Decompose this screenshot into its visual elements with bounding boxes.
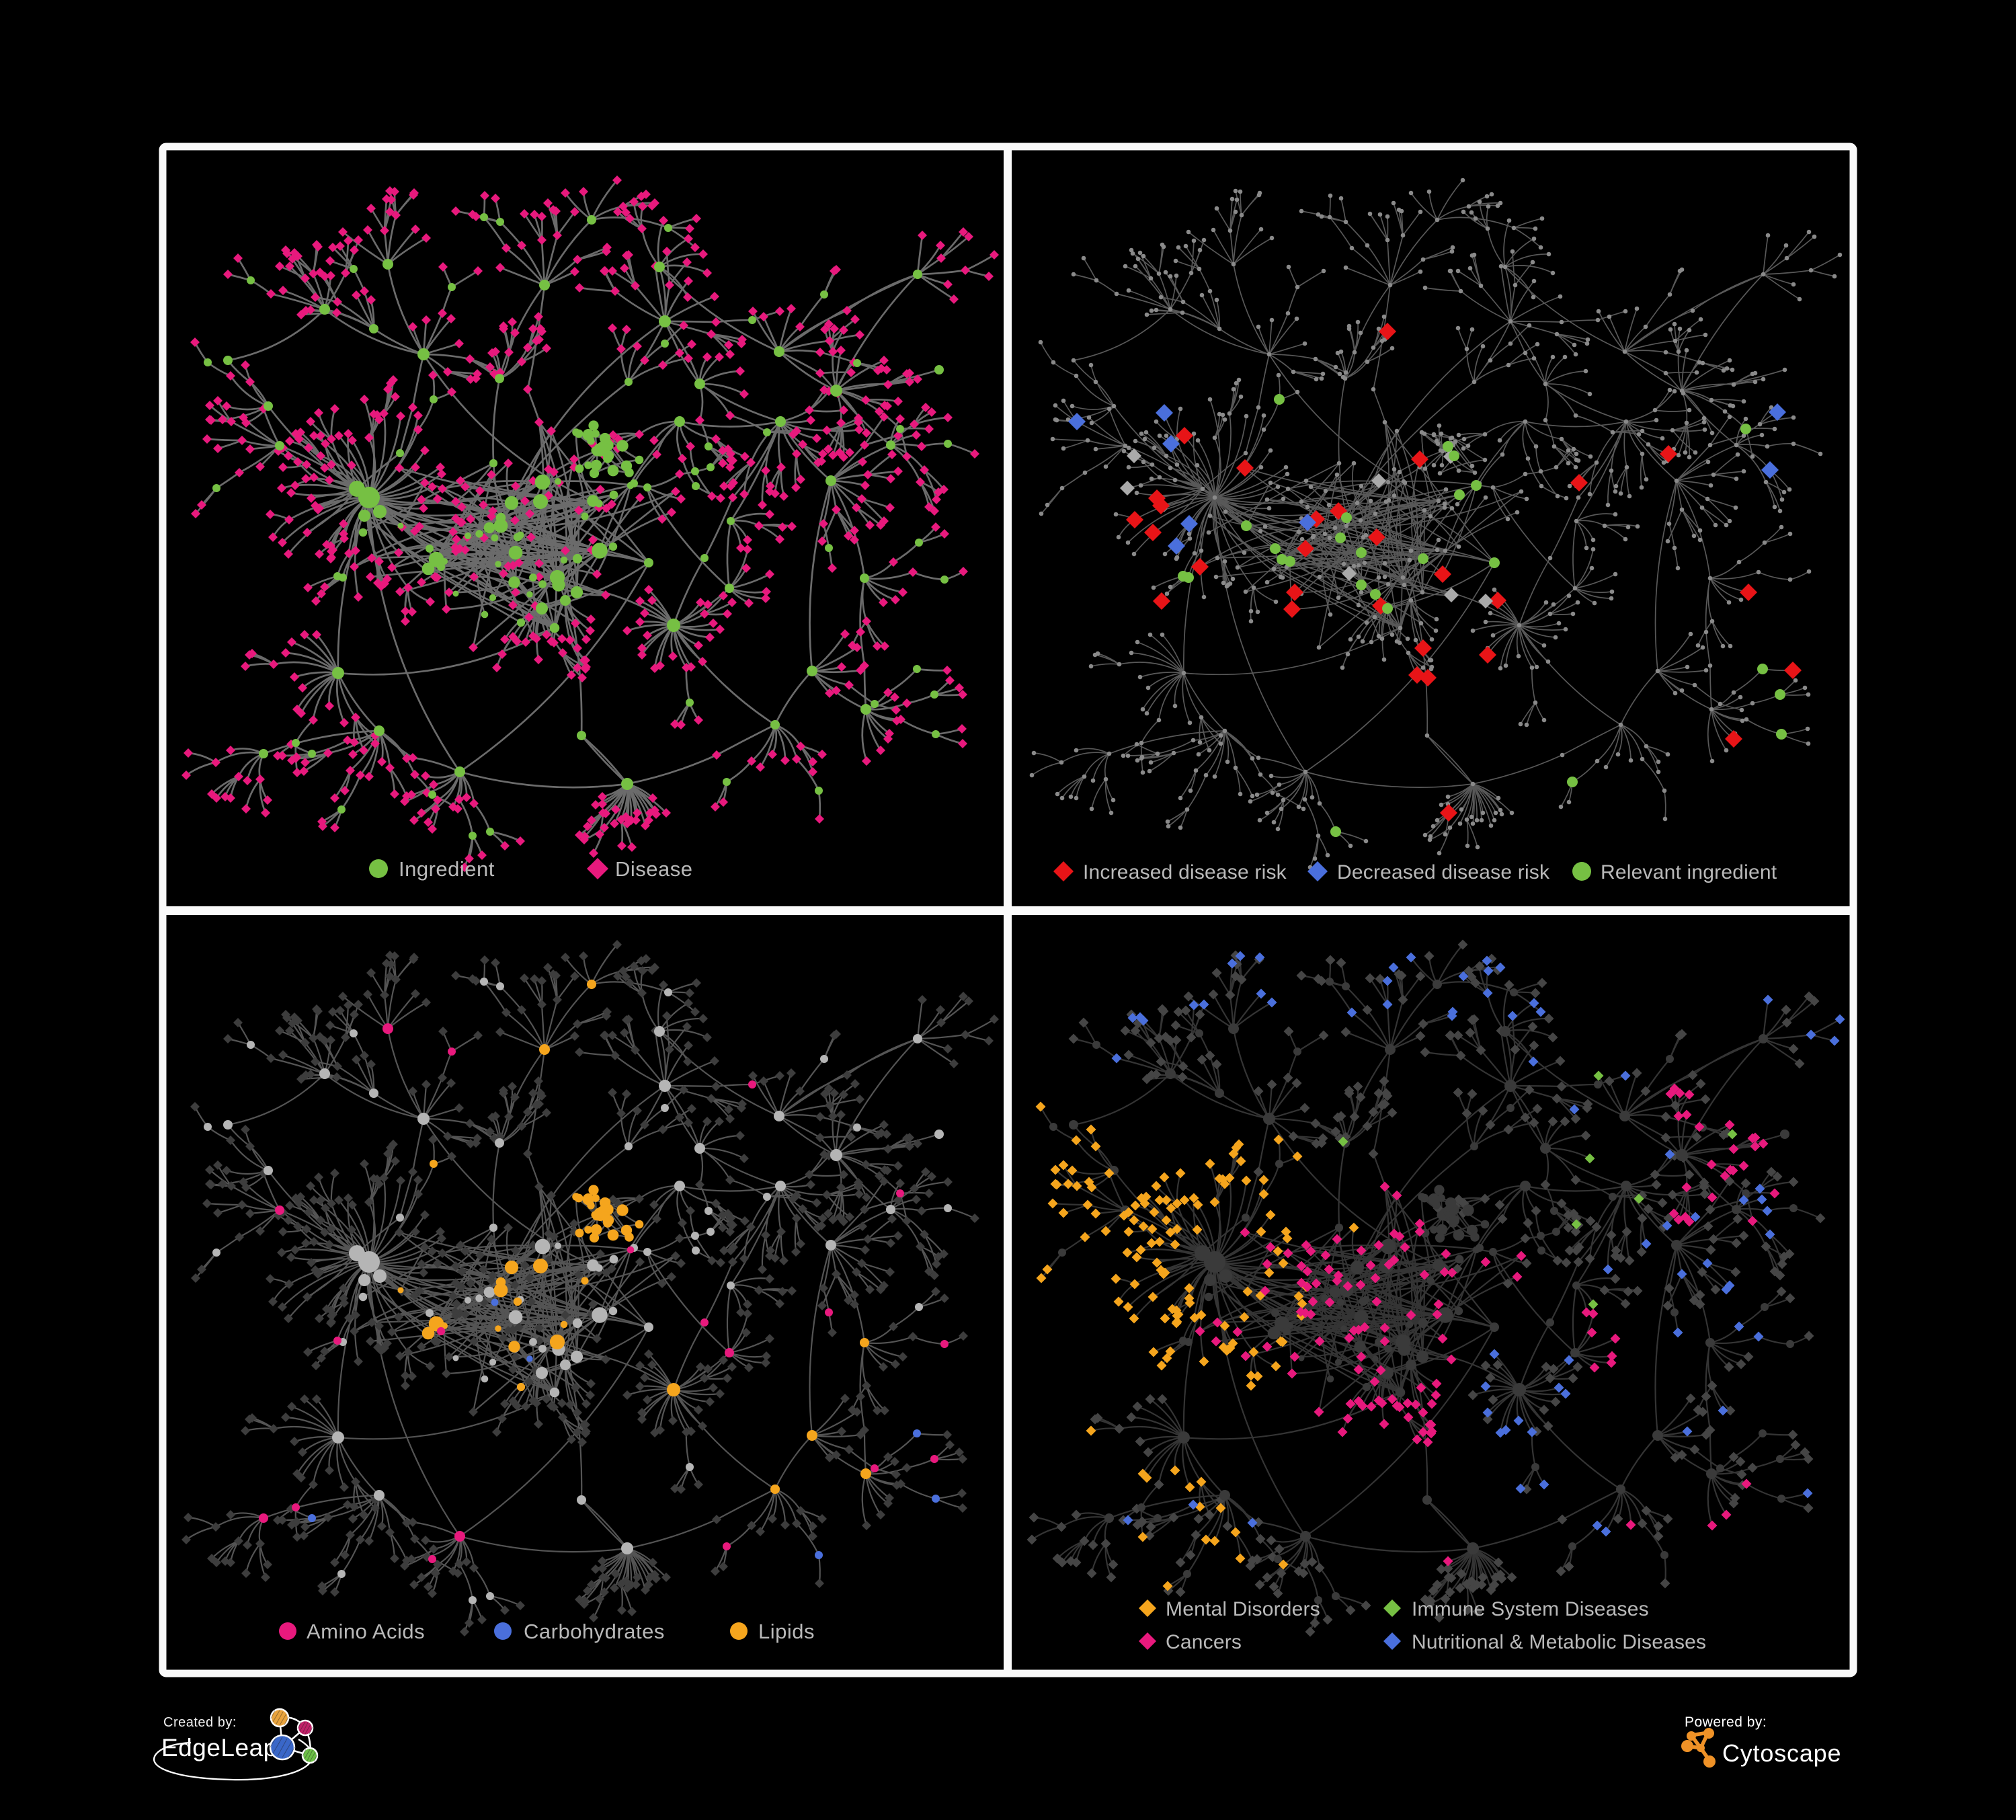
svg-text:Mental Disorders: Mental Disorders: [1166, 1598, 1320, 1620]
svg-text:Immune System Diseases: Immune System Diseases: [1412, 1598, 1649, 1620]
svg-text:Lipids: Lipids: [758, 1620, 815, 1643]
svg-text:Disease: Disease: [615, 857, 693, 881]
svg-text:Ingredient: Ingredient: [399, 857, 495, 881]
svg-text:Amino Acids: Amino Acids: [307, 1620, 425, 1643]
svg-text:Powered by:: Powered by:: [1685, 1714, 1767, 1730]
svg-text:Increased disease risk: Increased disease risk: [1083, 861, 1287, 883]
svg-text:Carbohydrates: Carbohydrates: [524, 1620, 665, 1643]
svg-text:EdgeLeap: EdgeLeap: [161, 1734, 278, 1762]
svg-text:Decreased disease risk: Decreased disease risk: [1337, 861, 1550, 883]
svg-text:Cytoscape: Cytoscape: [1722, 1739, 1841, 1767]
svg-text:Created by:: Created by:: [163, 1715, 237, 1730]
svg-text:Relevant ingredient: Relevant ingredient: [1601, 861, 1777, 883]
svg-text:Nutritional & Metabolic Diseas: Nutritional & Metabolic Diseases: [1412, 1631, 1706, 1653]
svg-text:Cancers: Cancers: [1166, 1631, 1242, 1653]
